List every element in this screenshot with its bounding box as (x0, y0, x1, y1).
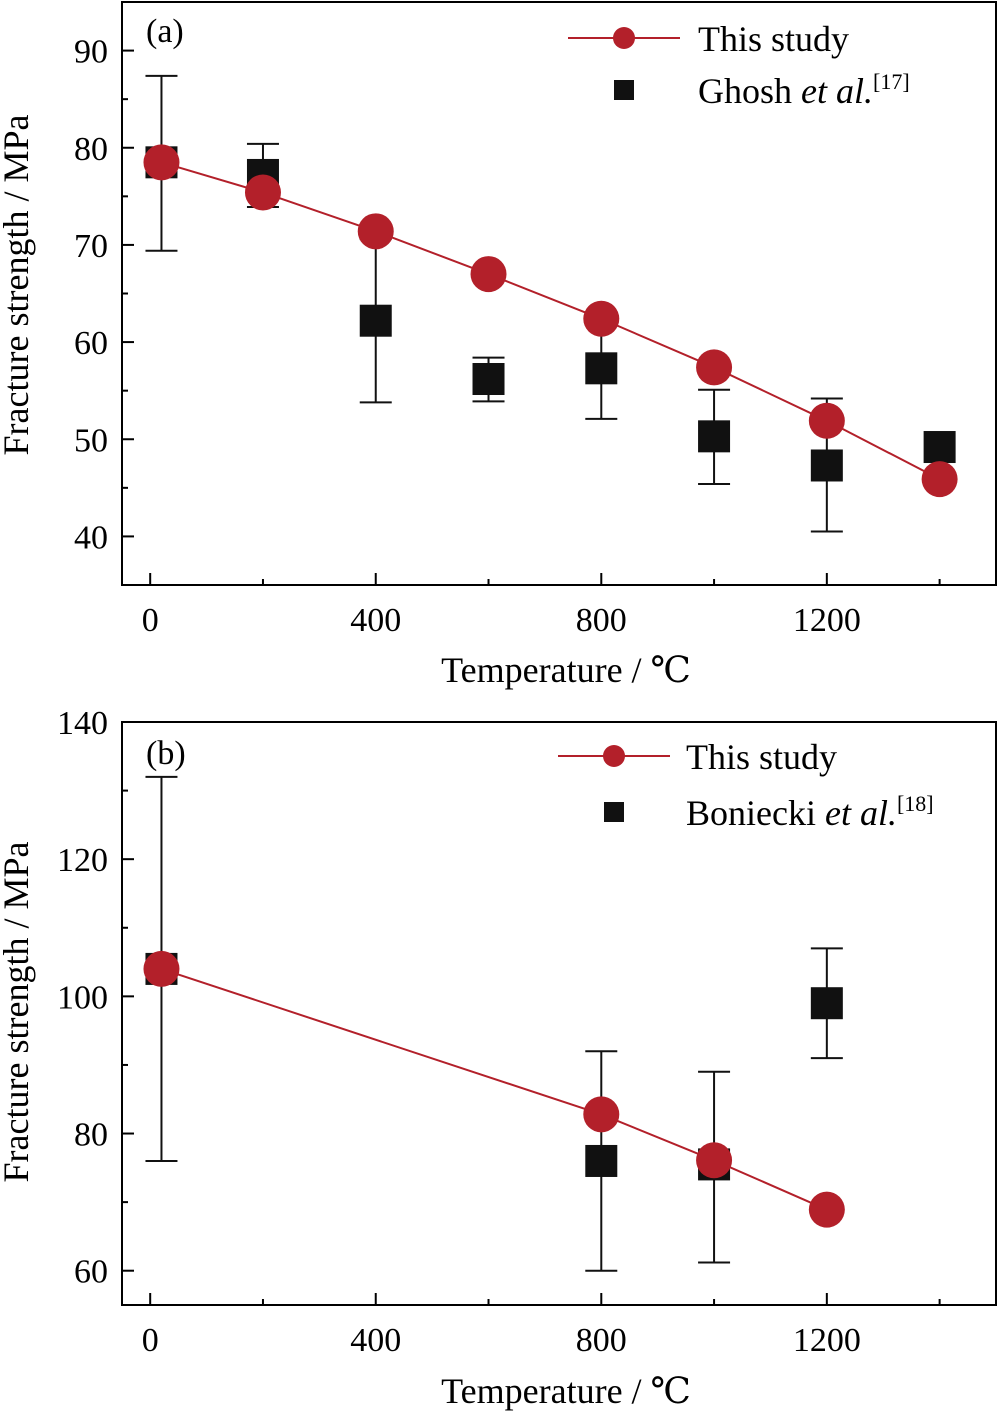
series-circle (143, 950, 845, 1228)
x-axis-title: Temperature / ℃ (441, 650, 691, 690)
y-tick-label: 40 (74, 519, 108, 556)
data-point-circle (696, 349, 733, 386)
data-point-square (810, 987, 843, 1020)
data-point-square (585, 352, 618, 385)
data-point-square (472, 363, 505, 396)
panel-label: (b) (146, 735, 186, 772)
data-point-square (810, 449, 843, 482)
y-tick-label: 60 (74, 325, 108, 362)
series-line (161, 967, 828, 1211)
data-point-square (698, 420, 731, 453)
y-tick-label: 100 (57, 979, 108, 1016)
y-tick-label: 140 (57, 705, 108, 742)
x-tick-label: 1200 (793, 602, 861, 639)
data-point-circle (696, 1142, 733, 1179)
y-tick-label: 80 (74, 131, 108, 168)
y-tick-label: 120 (57, 842, 108, 879)
plot-frame (121, 721, 997, 1306)
legend-label: This study (686, 737, 837, 777)
legend: This study Boniecki et al.[18] (558, 737, 934, 833)
data-point-circle (357, 213, 394, 250)
legend-label: This study (698, 19, 849, 59)
series-square (145, 775, 843, 1272)
data-point-circle (470, 256, 507, 293)
x-tick-label: 800 (576, 1322, 627, 1359)
chart-panel-0: 40 50 60 70 80 90 0 400 800 1200 Temperature / ℃ Fr… (0, 1, 997, 690)
y-tick-label: 50 (74, 422, 108, 459)
panel-label: (a) (146, 13, 184, 50)
data-point-circle (583, 1096, 620, 1133)
series-circle (143, 144, 958, 498)
x-tick-label: 1200 (793, 1322, 861, 1359)
legend-marker-square (614, 80, 634, 100)
x-tick-label: 400 (350, 1322, 401, 1359)
data-point-circle (808, 402, 845, 439)
data-point-circle (583, 300, 620, 337)
y-tick-label: 80 (74, 1117, 108, 1154)
legend: This study Ghosh et al.[17] (568, 19, 910, 111)
legend-label: Boniecki et al.[18] (686, 791, 934, 833)
data-point-square (585, 1144, 618, 1177)
legend-marker-circle (613, 27, 635, 49)
data-point-circle (244, 174, 281, 211)
x-tick-label: 400 (350, 602, 401, 639)
y-tick-label: 90 (74, 34, 108, 71)
data-point-circle (143, 950, 180, 987)
data-point-square (359, 304, 392, 337)
x-tick-label: 800 (576, 602, 627, 639)
y-tick-label: 60 (74, 1254, 108, 1291)
data-point-circle (143, 144, 180, 181)
series-line (161, 161, 941, 480)
x-axis-title: Temperature / ℃ (441, 1371, 691, 1411)
data-point-circle (921, 461, 958, 498)
data-point-square (923, 431, 956, 464)
data-point-circle (808, 1191, 845, 1228)
chart-panel-1: 60 80 100 120 140 0 400 800 1200 Temperature / ℃ F… (0, 705, 997, 1411)
y-tick-label: 70 (74, 228, 108, 265)
series-square (145, 74, 956, 533)
y-axis-title: Fracture strength / MPa (0, 842, 36, 1183)
x-tick-label: 0 (142, 1322, 159, 1359)
legend-marker-square (604, 802, 624, 822)
x-tick-label: 0 (142, 602, 159, 639)
legend-marker-circle (603, 745, 625, 767)
legend-label: Ghosh et al.[17] (698, 69, 910, 111)
y-axis-title: Fracture strength / MPa (0, 115, 36, 456)
